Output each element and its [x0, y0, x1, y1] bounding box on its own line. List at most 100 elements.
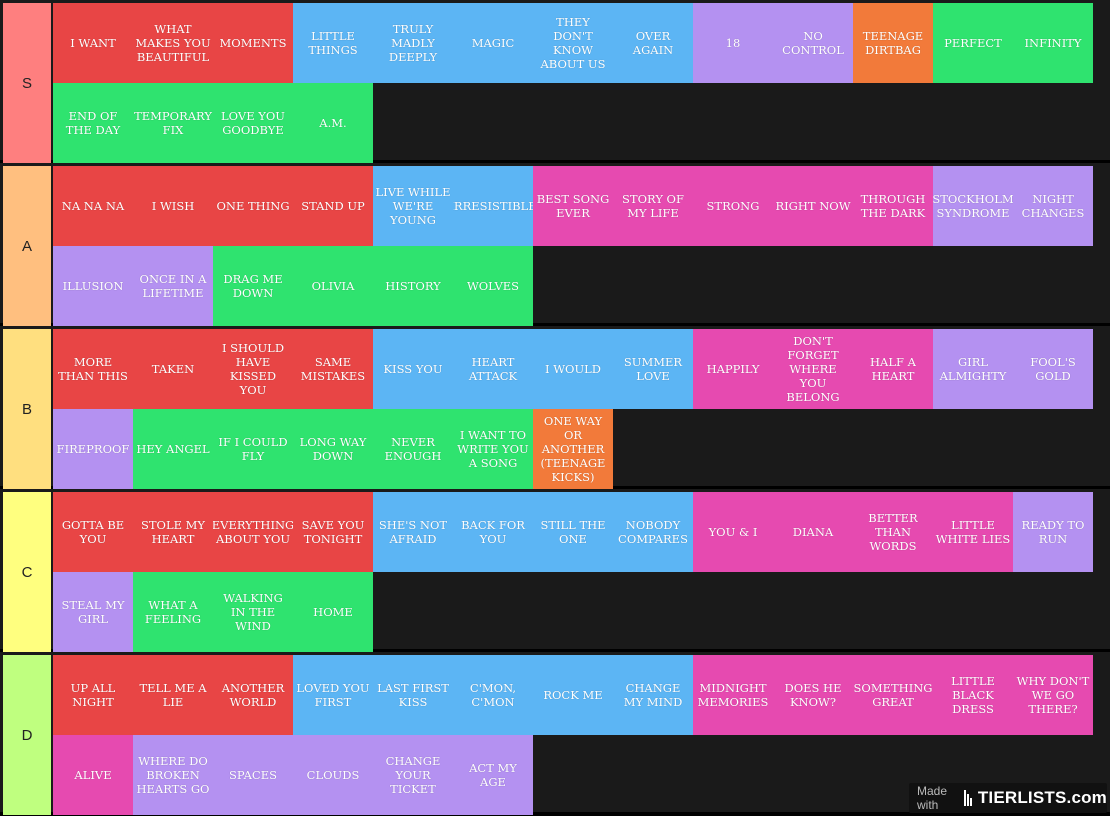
tier-item[interactable]: TELL ME A LIE: [133, 655, 213, 735]
tier-item[interactable]: DON'T FORGET WHERE YOU BELONG: [773, 329, 853, 409]
tier-item[interactable]: 18: [693, 3, 773, 83]
tier-item[interactable]: ANOTHER WORLD: [213, 655, 293, 735]
tier-label[interactable]: C: [3, 492, 51, 652]
tier-item[interactable]: HISTORY: [373, 246, 453, 326]
tier-item[interactable]: READY TO RUN: [1013, 492, 1093, 572]
tier-item[interactable]: I WANT: [53, 3, 133, 83]
tier-item[interactable]: NIGHT CHANGES: [1013, 166, 1093, 246]
tier-item[interactable]: WALKING IN THE WIND: [213, 572, 293, 652]
tier-item[interactable]: SUMMER LOVE: [613, 329, 693, 409]
tier-item[interactable]: SAME MISTAKES: [293, 329, 373, 409]
tier-item[interactable]: BETTER THAN WORDS: [853, 492, 933, 572]
tier-item[interactable]: WHAT A FEELING: [133, 572, 213, 652]
tier-label[interactable]: S: [3, 3, 51, 163]
tier-item[interactable]: CHANGE YOUR TICKET: [373, 735, 453, 815]
tier-item[interactable]: TEENAGE DIRTBAG: [853, 3, 933, 83]
tier-item[interactable]: TRULY MADLY DEEPLY: [373, 3, 453, 83]
tier-item[interactable]: NEVER ENOUGH: [373, 409, 453, 489]
tier-item[interactable]: WHAT MAKES YOU BEAUTIFUL: [133, 3, 213, 83]
watermark[interactable]: Made with TIERLISTS.com: [909, 783, 1107, 813]
tier-item[interactable]: THEY DON'T KNOW ABOUT US: [533, 3, 613, 83]
tier-item[interactable]: ROCK ME: [533, 655, 613, 735]
tier-item[interactable]: STILL THE ONE: [533, 492, 613, 572]
tier-item[interactable]: WHY DON'T WE GO THERE?: [1013, 655, 1093, 735]
tier-item[interactable]: WHERE DO BROKEN HEARTS GO: [133, 735, 213, 815]
tier-item[interactable]: SHE'S NOT AFRAID: [373, 492, 453, 572]
tier-item[interactable]: DRAG ME DOWN: [213, 246, 293, 326]
tier-item[interactable]: ONE THING: [213, 166, 293, 246]
tier-item[interactable]: LOVED YOU FIRST: [293, 655, 373, 735]
tier-label[interactable]: A: [3, 166, 51, 326]
tier-item[interactable]: LOVE YOU GOODBYE: [213, 83, 293, 163]
tier-label[interactable]: B: [3, 329, 51, 489]
tier-item[interactable]: HOME: [293, 572, 373, 652]
tier-item[interactable]: PERFECT: [933, 3, 1013, 83]
tier-item[interactable]: BACK FOR YOU: [453, 492, 533, 572]
tier-item[interactable]: INFINITY: [1013, 3, 1093, 83]
tier-item[interactable]: ONCE IN A LIFETIME: [133, 246, 213, 326]
tier-item[interactable]: HEY ANGEL: [133, 409, 213, 489]
tier-item[interactable]: RIGHT NOW: [773, 166, 853, 246]
tier-item[interactable]: MIDNIGHT MEMORIES: [693, 655, 773, 735]
tier-item[interactable]: STAND UP: [293, 166, 373, 246]
tier-item[interactable]: GOTTA BE YOU: [53, 492, 133, 572]
tier-item[interactable]: DIANA: [773, 492, 853, 572]
tier-item[interactable]: I SHOULD HAVE KISSED YOU: [213, 329, 293, 409]
tier-item[interactable]: LITTLE WHITE LIES: [933, 492, 1013, 572]
tier-item[interactable]: STOLE MY HEART: [133, 492, 213, 572]
tier-item[interactable]: DOES HE KNOW?: [773, 655, 853, 735]
tier-item[interactable]: ACT MY AGE: [453, 735, 533, 815]
tier-item[interactable]: STOCKHOLM SYNDROME: [933, 166, 1013, 246]
tier-item[interactable]: SPACES: [213, 735, 293, 815]
tier-item[interactable]: CLOUDS: [293, 735, 373, 815]
tier-item[interactable]: IF I COULD FLY: [213, 409, 293, 489]
tier-item[interactable]: C'MON, C'MON: [453, 655, 533, 735]
tier-item[interactable]: MOMENTS: [213, 3, 293, 83]
tier-item[interactable]: TAKEN: [133, 329, 213, 409]
tier-item[interactable]: ONE WAY OR ANOTHER (TEENAGE KICKS): [533, 409, 613, 489]
tier-item[interactable]: HAPPILY: [693, 329, 773, 409]
tier-item[interactable]: FIREPROOF: [53, 409, 133, 489]
tier-item[interactable]: I WISH: [133, 166, 213, 246]
tier-item[interactable]: LIVE WHILE WE'RE YOUNG: [373, 166, 453, 246]
tier-item[interactable]: OVER AGAIN: [613, 3, 693, 83]
tier-item[interactable]: NO CONTROL: [773, 3, 853, 83]
tier-item[interactable]: GIRL ALMIGHTY: [933, 329, 1013, 409]
tier-item[interactable]: HALF A HEART: [853, 329, 933, 409]
tier-item[interactable]: UP ALL NIGHT: [53, 655, 133, 735]
tier-item[interactable]: NOBODY COMPARES: [613, 492, 693, 572]
tier-item[interactable]: FOOL'S GOLD: [1013, 329, 1093, 409]
tier-item[interactable]: CHANGE MY MIND: [613, 655, 693, 735]
tier-item[interactable]: NA NA NA: [53, 166, 133, 246]
tier-item[interactable]: KISS YOU: [373, 329, 453, 409]
tier-item[interactable]: SOMETHING GREAT: [853, 655, 933, 735]
tier-item[interactable]: MAGIC: [453, 3, 533, 83]
tier-label[interactable]: D: [3, 655, 51, 815]
tier-items: I WANT WHAT MAKES YOU BEAUTIFUL MOMENTS LIT…: [53, 3, 1093, 163]
tier-item[interactable]: I WANT TO WRITE YOU A SONG: [453, 409, 533, 489]
tier-item[interactable]: LAST FIRST KISS: [373, 655, 453, 735]
tier-item[interactable]: STORY OF MY LIFE: [613, 166, 693, 246]
tier-item[interactable]: A.M.: [293, 83, 373, 163]
tier-item[interactable]: MORE THAN THIS: [53, 329, 133, 409]
tier-item[interactable]: LONG WAY DOWN: [293, 409, 373, 489]
tier-item[interactable]: ALIVE: [53, 735, 133, 815]
tier-item[interactable]: STRONG: [693, 166, 773, 246]
tier-item[interactable]: THROUGH THE DARK: [853, 166, 933, 246]
tier-item[interactable]: BEST SONG EVER: [533, 166, 613, 246]
tier-item[interactable]: LITTLE BLACK DRESS: [933, 655, 1013, 735]
tier-item[interactable]: LITTLE THINGS: [293, 3, 373, 83]
tier-items: UP ALL NIGHT TELL ME A LIE ANOTHER WORLD LO…: [53, 655, 1093, 815]
tier-item[interactable]: END OF THE DAY: [53, 83, 133, 163]
tier-item[interactable]: IRRESISTIBLE: [453, 166, 533, 246]
tier-item[interactable]: YOU & I: [693, 492, 773, 572]
tier-item[interactable]: I WOULD: [533, 329, 613, 409]
tier-item[interactable]: OLIVIA: [293, 246, 373, 326]
tier-item[interactable]: WOLVES: [453, 246, 533, 326]
tier-item[interactable]: EVERYTHING ABOUT YOU: [213, 492, 293, 572]
tier-item[interactable]: ILLUSION: [53, 246, 133, 326]
tier-item[interactable]: STEAL MY GIRL: [53, 572, 133, 652]
tier-item[interactable]: TEMPORARY FIX: [133, 83, 213, 163]
tier-item[interactable]: SAVE YOU TONIGHT: [293, 492, 373, 572]
tier-item[interactable]: HEART ATTACK: [453, 329, 533, 409]
